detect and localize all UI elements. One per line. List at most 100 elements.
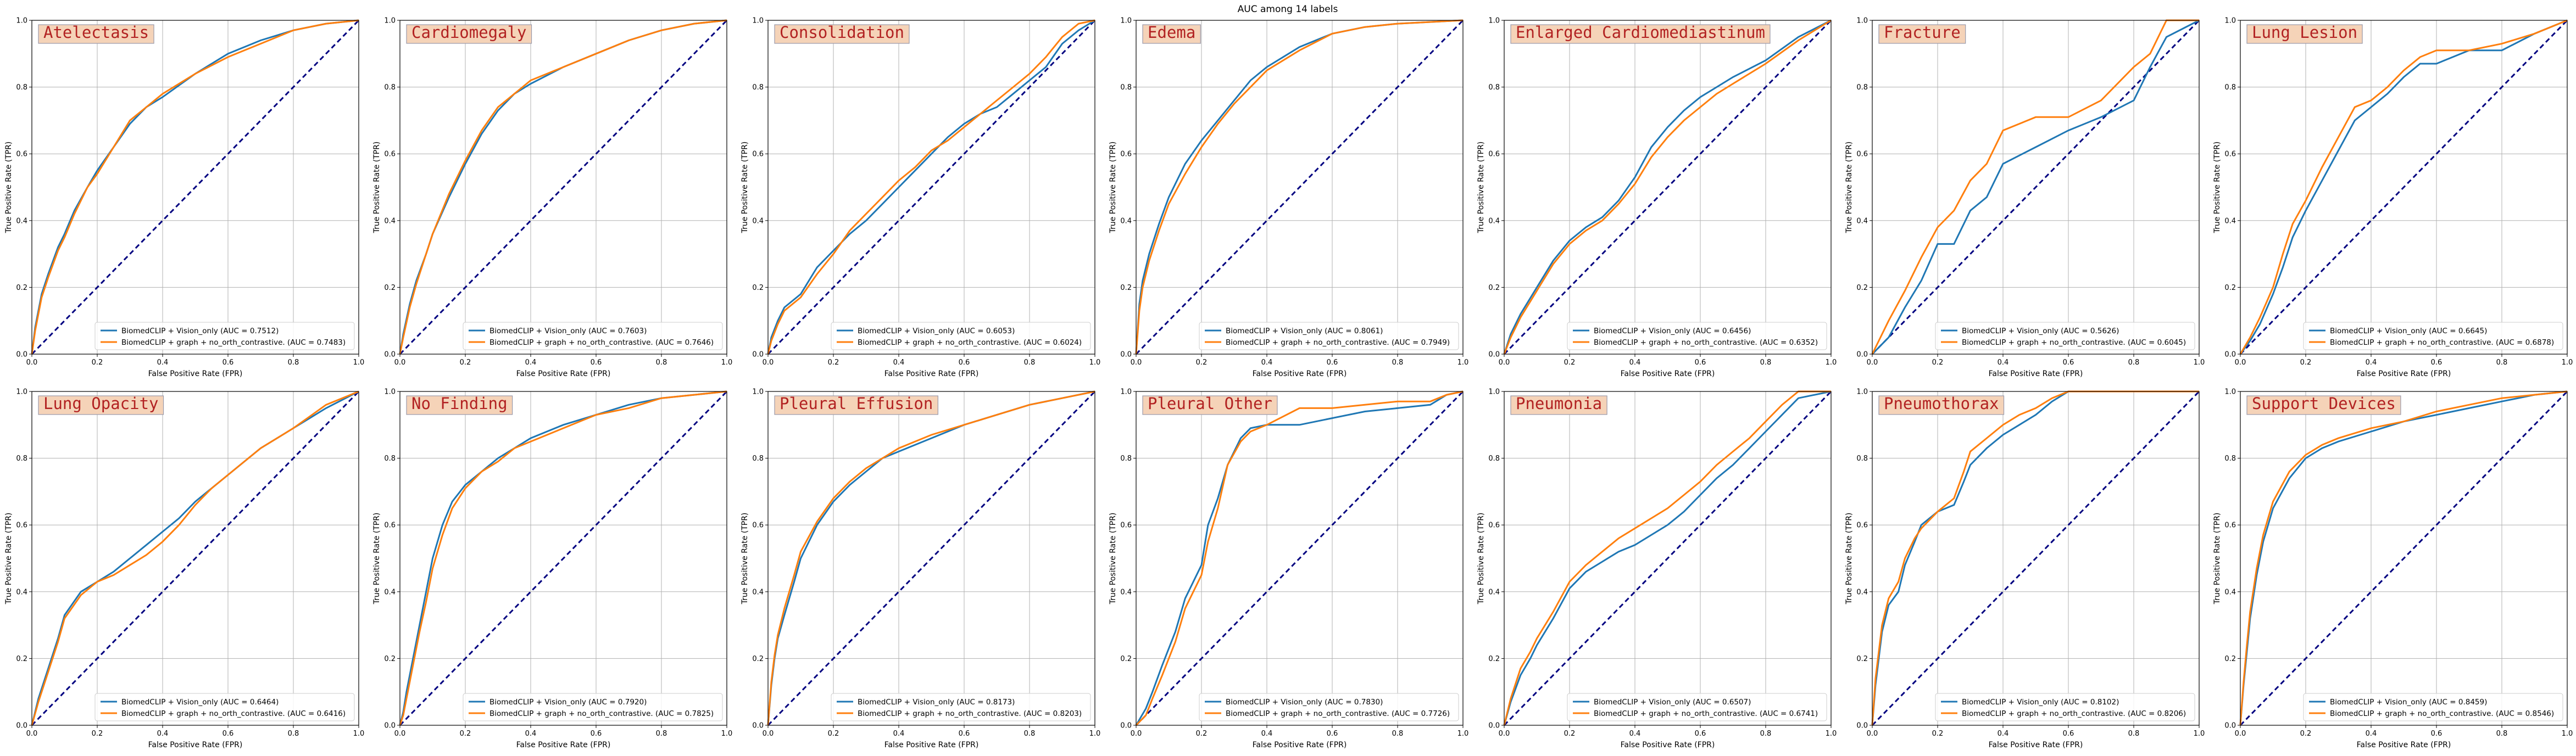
x-tick-label: 0.0: [26, 359, 38, 367]
x-axis-label: False Positive Rate (FPR): [884, 741, 979, 749]
panel-title: Support Devices: [2252, 394, 2396, 413]
x-tick-label: 0.8: [2496, 730, 2508, 738]
legend-entry-vision-only: BiomedCLIP + Vision_only (AUC = 0.8173): [858, 698, 1015, 707]
y-tick-label: 0.8: [384, 83, 396, 92]
chance-line: [2239, 19, 2568, 355]
x-tick-label: 0.2: [1196, 359, 1208, 367]
x-axis-label: False Positive Rate (FPR): [1989, 369, 2083, 378]
roc-panel: 0.00.0 0.2 0.2 0.4 0.4 0.6 0.6 0.8 0.8 1.0 1.0 Fals…: [372, 388, 732, 750]
roc-panel: 0.00.0 0.2 0.2 0.4 0.4 0.6 0.6 0.8 0.8 1.0 1.0 Fals…: [1845, 388, 2205, 750]
roc-curve-graph: [399, 19, 727, 355]
chance-line: [2239, 390, 2568, 726]
legend-entry-vision-only: BiomedCLIP + Vision_only (AUC = 0.6464): [121, 698, 279, 707]
panel-title: Fracture: [1884, 23, 1961, 42]
x-tick-label: 0.4: [1629, 730, 1641, 738]
chance-line: [1135, 19, 1464, 355]
panel-title: No Finding: [411, 394, 508, 413]
roc-panel: 0.00.0 0.2 0.2 0.4 0.4 0.6 0.6 0.8 0.8 1.0 1.0 Fals…: [1477, 388, 1837, 750]
axes-frame: [2240, 20, 2568, 355]
legend-entry-vision-only: BiomedCLIP + Vision_only (AUC = 0.7830): [1226, 698, 1383, 707]
panel-title: Edema: [1148, 23, 1195, 42]
x-tick-label: 0.0: [2235, 359, 2246, 367]
x-axis-label: False Positive Rate (FPR): [1621, 741, 1715, 749]
legend-entry-vision-only: BiomedCLIP + Vision_only (AUC = 0.5626): [1962, 327, 2119, 335]
x-tick-label: 0.4: [1261, 359, 1273, 367]
chance-line: [767, 19, 1096, 355]
x-tick-label: 0.8: [2128, 730, 2140, 738]
x-tick-label: 0.2: [828, 359, 839, 367]
y-tick-label: 0.8: [752, 455, 764, 463]
x-tick-label: 1.0: [2562, 730, 2573, 738]
y-axis-label: True Positive Rate (TPR): [2213, 513, 2222, 605]
legend-entry-graph: BiomedCLIP + graph + no_orth_contrastive…: [858, 709, 1082, 718]
y-tick-label: 0.0: [1488, 722, 1500, 730]
x-tick-label: 0.4: [157, 359, 169, 367]
roc-curve-graph: [1503, 19, 1832, 355]
legend-box: [94, 322, 355, 350]
legend-entry-graph: BiomedCLIP + graph + no_orth_contrastive…: [1962, 338, 2186, 347]
y-tick-label: 0.0: [1856, 351, 1868, 359]
roc-panel: 0.00.0 0.2 0.2 0.4 0.4 0.6 0.6 0.8 0.8 1.0 1.0 Fals…: [2213, 388, 2573, 750]
y-tick-label: 0.8: [1856, 455, 1868, 463]
roc-curve-vision-only: [1503, 19, 1832, 355]
y-tick-label: 0.4: [16, 588, 27, 596]
x-tick-label: 0.8: [1760, 730, 1772, 738]
x-tick-label: 0.6: [591, 730, 602, 738]
y-tick-label: 1.0: [1488, 388, 1500, 396]
roc-curve-graph: [1503, 390, 1831, 726]
y-tick-label: 1.0: [384, 17, 396, 25]
x-tick-label: 0.2: [460, 359, 471, 367]
panel-title: Pneumonia: [1516, 394, 1602, 413]
x-tick-label: 0.6: [1327, 359, 1338, 367]
y-tick-label: 0.2: [752, 284, 764, 292]
panel-title-box: [1142, 395, 1278, 415]
y-tick-label: 0.0: [1120, 351, 1132, 359]
x-tick-label: 0.0: [1131, 359, 1142, 367]
x-tick-label: 1.0: [353, 359, 365, 367]
y-tick-label: 0.8: [16, 455, 27, 463]
x-tick-label: 0.2: [2300, 359, 2312, 367]
y-tick-label: 1.0: [1488, 17, 1500, 25]
legend-entry-vision-only: BiomedCLIP + Vision_only (AUC = 0.7920): [489, 698, 647, 707]
roc-curve-graph: [1871, 19, 2199, 355]
legend-entry-graph: BiomedCLIP + graph + no_orth_contrastive…: [858, 338, 1082, 347]
x-tick-label: 1.0: [1457, 730, 1469, 738]
panel-title-box: [38, 24, 154, 44]
y-tick-label: 1.0: [1120, 17, 1132, 25]
x-tick-label: 0.4: [1998, 359, 2009, 367]
y-tick-label: 1.0: [16, 17, 27, 25]
x-axis-label: False Positive Rate (FPR): [516, 369, 611, 378]
x-axis-label: False Positive Rate (FPR): [2357, 369, 2451, 378]
x-axis-label: False Positive Rate (FPR): [2357, 741, 2451, 749]
y-tick-label: 0.4: [1856, 217, 1868, 225]
panel-title: Atelectasis: [43, 23, 149, 42]
y-tick-label: 0.2: [2224, 284, 2236, 292]
panel-title: Cardiomegaly: [411, 23, 527, 42]
y-tick-label: 0.0: [1488, 351, 1500, 359]
y-tick-label: 0.2: [2224, 655, 2236, 663]
x-tick-label: 0.2: [828, 730, 839, 738]
x-tick-label: 0.2: [1564, 730, 1576, 738]
x-axis-label: False Positive Rate (FPR): [148, 369, 243, 378]
chance-line: [1871, 390, 2200, 726]
y-tick-label: 0.8: [1488, 83, 1500, 92]
legend-box: [831, 693, 1091, 721]
x-tick-label: 1.0: [1826, 359, 1837, 367]
x-tick-label: 0.0: [1867, 359, 1878, 367]
figure-title: AUC among 14 labels: [1238, 4, 1338, 15]
x-tick-label: 0.6: [2431, 359, 2443, 367]
y-axis-label: True Positive Rate (TPR): [1477, 142, 1485, 234]
x-tick-label: 0.0: [394, 359, 406, 367]
y-tick-label: 1.0: [752, 388, 764, 396]
legend-entry-vision-only: BiomedCLIP + Vision_only (AUC = 0.8061): [1226, 327, 1383, 335]
y-tick-label: 0.8: [1120, 83, 1132, 92]
legend-entry-vision-only: BiomedCLIP + Vision_only (AUC = 0.6053): [858, 327, 1015, 335]
legend-entry-graph: BiomedCLIP + graph + no_orth_contrastive…: [1594, 338, 1818, 347]
x-tick-label: 0.6: [959, 359, 970, 367]
chance-line: [1871, 19, 2200, 355]
x-tick-label: 1.0: [2562, 359, 2573, 367]
y-axis-label: True Positive Rate (TPR): [2213, 142, 2222, 234]
x-tick-label: 1.0: [353, 730, 365, 738]
legend-box: [94, 693, 355, 721]
x-tick-label: 0.4: [893, 359, 905, 367]
